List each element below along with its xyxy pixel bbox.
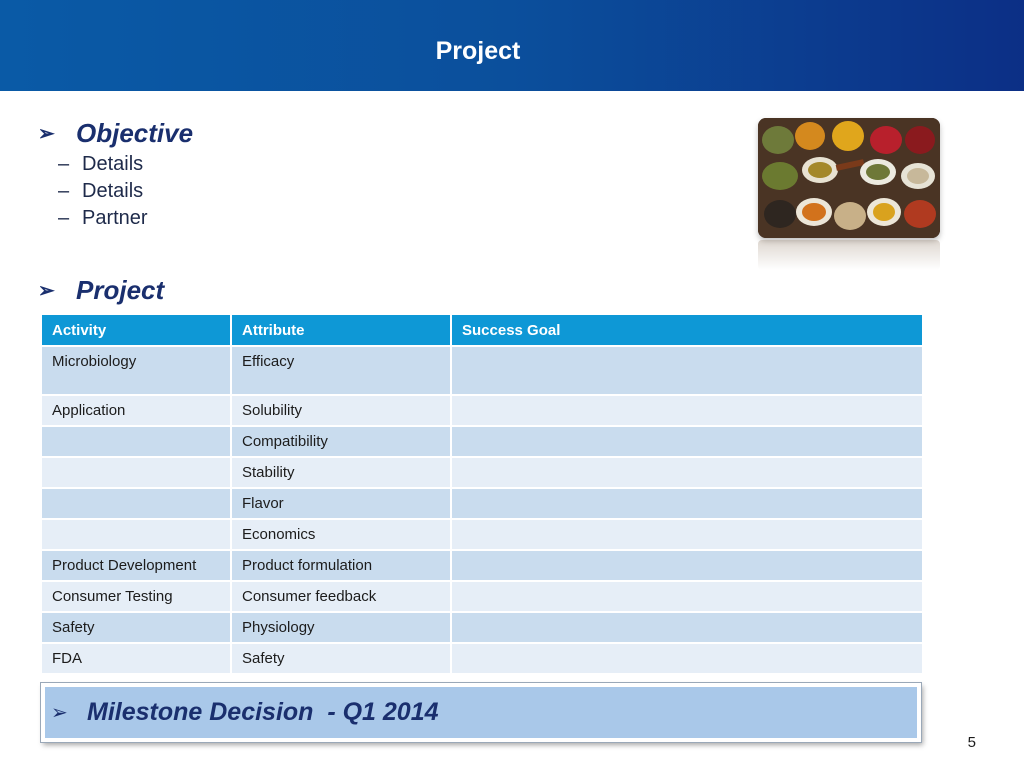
dash-bullet-icon: – [58, 207, 70, 229]
page-number: 5 [967, 734, 976, 751]
table-cell: Consumer Testing [42, 582, 232, 613]
spices-photo-reflection [758, 240, 940, 270]
table-cell [452, 644, 922, 675]
table-header-row: Activity Attribute Success Goal [42, 315, 922, 347]
table-cell: Safety [42, 613, 232, 644]
arrow-bullet-icon: ➢ [38, 123, 55, 145]
arrow-bullet-icon: ➢ [38, 280, 55, 302]
spices-photo [758, 118, 940, 238]
project-table: Activity Attribute Success Goal Microbio… [42, 315, 922, 675]
table-cell: Product Development [42, 551, 232, 582]
project-heading-row: ➢ Project [38, 275, 164, 306]
table-cell: Consumer feedback [232, 582, 452, 613]
table-cell: Solubility [232, 396, 452, 427]
table-cell [42, 427, 232, 458]
table-cell [452, 427, 922, 458]
column-header-attribute: Attribute [232, 315, 452, 347]
table-row: Economics [42, 520, 922, 551]
dash-bullet-icon: – [58, 180, 70, 202]
table-row: Application Solubility [42, 396, 922, 427]
table-cell [42, 520, 232, 551]
table-cell: FDA [42, 644, 232, 675]
table-cell [452, 520, 922, 551]
table-row: Stability [42, 458, 922, 489]
table-row: Compatibility [42, 427, 922, 458]
table-cell [452, 489, 922, 520]
table-cell [452, 347, 922, 396]
table-cell: Safety [232, 644, 452, 675]
column-header-success-goal: Success Goal [452, 315, 922, 347]
table-cell [42, 489, 232, 520]
table-row: FDA Safety [42, 644, 922, 675]
table-cell: Application [42, 396, 232, 427]
objective-item: – Details [58, 180, 144, 202]
objective-heading-row: ➢ Objective [38, 118, 193, 149]
table-row: Product Development Product formulation [42, 551, 922, 582]
milestone-callout: ➢ Milestone Decision - Q1 2014 [41, 683, 921, 742]
table-cell [452, 458, 922, 489]
table-cell [452, 582, 922, 613]
table-cell: Physiology [232, 613, 452, 644]
slide-title: Project [435, 37, 521, 65]
table-cell [42, 458, 232, 489]
objective-heading: Objective [76, 118, 194, 148]
table-cell: Efficacy [232, 347, 452, 396]
milestone-text: Milestone Decision - Q1 2014 [87, 698, 439, 726]
title-banner: Project [0, 0, 1024, 91]
table-row: Safety Physiology [42, 613, 922, 644]
table-cell: Flavor [232, 489, 452, 520]
table-cell: Stability [232, 458, 452, 489]
table-cell: Product formulation [232, 551, 452, 582]
objective-item: – Partner [58, 207, 148, 229]
project-heading: Project [76, 275, 165, 305]
table-row: Flavor [42, 489, 922, 520]
table-cell [452, 551, 922, 582]
table-cell [452, 613, 922, 644]
dash-bullet-icon: – [58, 153, 70, 175]
table-row: Consumer Testing Consumer feedback [42, 582, 922, 613]
table-cell [452, 396, 922, 427]
column-header-activity: Activity [42, 315, 232, 347]
table-cell: Microbiology [42, 347, 232, 396]
table-cell: Economics [232, 520, 452, 551]
table-row: Microbiology Efficacy [42, 347, 922, 396]
arrow-bullet-icon: ➢ [51, 702, 68, 724]
table-cell: Compatibility [232, 427, 452, 458]
objective-item: – Details [58, 153, 144, 175]
